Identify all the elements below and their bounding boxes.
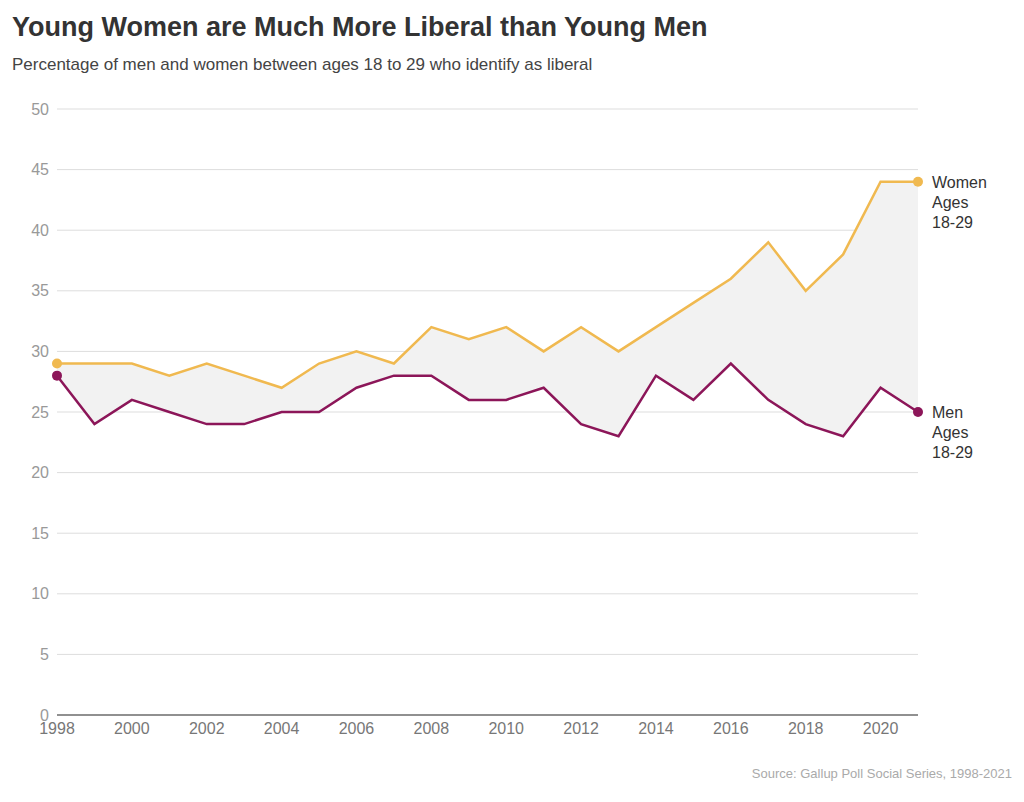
- html-text:Young Women are Much More Libe: Young Women are Much More Liberal than Y…: [12, 12, 708, 42]
- svg-text:WomenAges18-29: WomenAges18-29: [932, 174, 987, 231]
- svg-text:50: 50: [31, 101, 49, 118]
- svg-text:35: 35: [31, 282, 49, 299]
- svg-text:1998: 1998: [39, 720, 75, 738]
- html-text:Percentage of men and women be: Percentage of men and women between ages…: [12, 55, 593, 74]
- svg-text:45: 45: [31, 161, 49, 178]
- svg-text:2002: 2002: [189, 720, 225, 737]
- svg-text:2008: 2008: [414, 720, 450, 737]
- svg-text:30: 30: [31, 343, 49, 360]
- svg-text:40: 40: [31, 222, 49, 239]
- svg-text:2014: 2014: [638, 720, 674, 737]
- svg-text:0: 0: [40, 707, 49, 724]
- svg-text:15: 15: [31, 525, 49, 542]
- svg-text:20: 20: [31, 464, 49, 481]
- html-text:Source: Gallup Poll Social Ser: Source: Gallup Poll Social Series, 1998-…: [751, 766, 1012, 781]
- svg-text:25: 25: [31, 404, 49, 421]
- svg-text:2000: 2000: [114, 720, 150, 737]
- svg-text:2012: 2012: [563, 720, 599, 737]
- svg-text:2010: 2010: [488, 720, 524, 737]
- svg-text:2004: 2004: [264, 720, 300, 737]
- svg-text:MenAges18-29: MenAges18-29: [932, 404, 973, 461]
- svg-text:2016: 2016: [713, 720, 749, 737]
- svg-text:2020: 2020: [863, 720, 899, 737]
- svg-text:10: 10: [31, 585, 49, 602]
- svg-text:2006: 2006: [339, 720, 375, 737]
- svg-text:2018: 2018: [788, 720, 824, 737]
- svg-text:5: 5: [40, 646, 49, 663]
